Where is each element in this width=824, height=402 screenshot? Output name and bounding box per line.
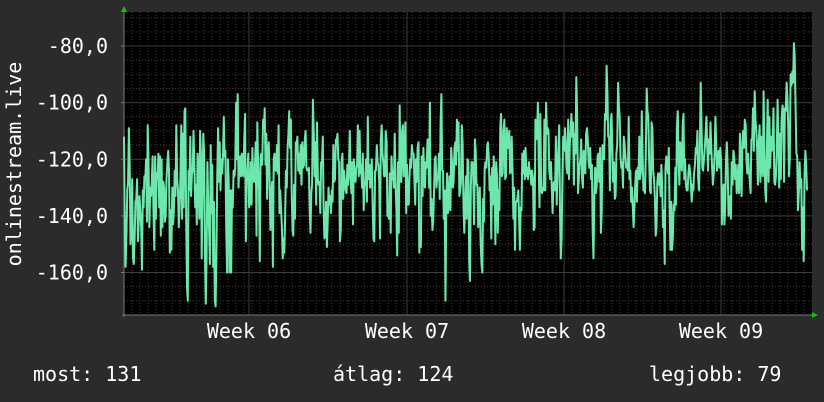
y-tick-label: -100,0 [36, 91, 108, 115]
y-tick-label: -80,0 [48, 34, 108, 58]
y-axis-label: onlinestream.live [2, 62, 26, 267]
series-line [123, 42, 808, 308]
y-axis-arrow [121, 6, 127, 12]
x-tick-label: Week 09 [679, 319, 763, 343]
series-layer [123, 42, 808, 308]
x-tick-label: Week 06 [207, 319, 291, 343]
x-axis-arrow [812, 312, 818, 318]
legend-average: átlag: 124 [333, 362, 454, 386]
legend-best: legjobb: 79 [649, 362, 782, 386]
y-tick-label: -120,0 [36, 147, 108, 171]
x-tick-label: Week 08 [522, 319, 606, 343]
x-tick-label: Week 07 [365, 319, 449, 343]
x-tick-labels: Week 06 Week 07 Week 08 Week 09 [207, 319, 763, 343]
y-tick-labels: -80,0 -100,0 -120,0 -140,0 -160,0 [36, 34, 124, 285]
y-tick-label: -160,0 [36, 261, 108, 285]
legend-current: most: 131 [33, 362, 142, 386]
y-tick-label: -140,0 [36, 204, 108, 228]
